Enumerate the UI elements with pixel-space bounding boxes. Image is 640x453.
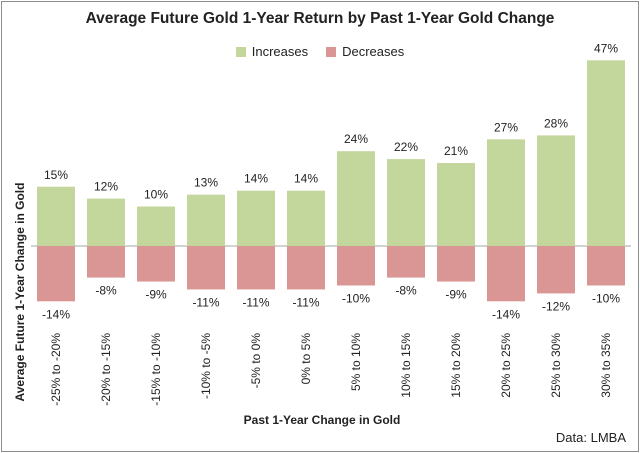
bar-decreases — [187, 246, 225, 290]
legend-swatch-increases — [235, 46, 246, 57]
data-label-increases: 10% — [144, 188, 168, 202]
x-tick-label: 10% to 15% — [399, 333, 413, 398]
bar-decreases — [287, 246, 325, 290]
bar-increases — [187, 194, 225, 246]
x-tick-label: -25% to -20% — [49, 333, 63, 406]
legend-item-increases: Increases — [235, 44, 309, 59]
chart-title: Average Future Gold 1-Year Return by Pas… — [85, 10, 555, 27]
bar-decreases — [437, 246, 475, 282]
bar-decreases — [587, 246, 625, 286]
data-label-increases: 13% — [194, 176, 218, 190]
data-label-decreases: -11% — [292, 295, 319, 309]
x-tick-label: 20% to 25% — [499, 333, 513, 398]
bar-decreases — [237, 246, 275, 290]
legend-label-decreases: Decreases — [342, 44, 405, 59]
bar-decreases — [387, 246, 425, 278]
data-label-decreases: -8% — [395, 284, 417, 298]
bar-increases — [537, 135, 575, 246]
bar-decreases — [337, 246, 375, 286]
data-label-increases: 21% — [444, 144, 468, 158]
data-label-decreases: -10% — [592, 292, 620, 306]
bar-increases — [87, 198, 125, 246]
legend-swatch-decreases — [326, 46, 337, 57]
x-tick-label: 25% to 30% — [549, 333, 563, 398]
bar-increases — [137, 206, 175, 246]
bar-decreases — [87, 246, 125, 278]
source-note: Data: LMBA — [555, 430, 626, 445]
data-label-decreases: -9% — [445, 288, 467, 302]
bar-increases — [237, 190, 275, 246]
data-label-increases: 14% — [244, 172, 268, 186]
data-label-decreases: -8% — [95, 284, 117, 298]
x-tick-label: 15% to 20% — [449, 333, 463, 398]
legend-label-increases: Increases — [251, 44, 309, 59]
x-tick-label: 5% to 10% — [349, 333, 363, 391]
legend: Increases Decreases — [2, 44, 638, 59]
bar-decreases — [537, 246, 575, 294]
bar-decreases — [487, 246, 525, 302]
x-axis-title: Past 1-Year Change in Gold — [243, 413, 401, 427]
data-label-decreases: -11% — [242, 295, 269, 309]
data-label-decreases: -10% — [342, 292, 370, 306]
bar-decreases — [137, 246, 175, 282]
data-label-decreases: -12% — [542, 299, 570, 313]
data-label-increases: 24% — [344, 132, 368, 146]
data-label-increases: 22% — [394, 140, 418, 154]
bar-increases — [487, 139, 525, 246]
x-tick-label: 30% to 35% — [599, 333, 613, 398]
bar-increases — [37, 186, 75, 246]
legend-item-decreases: Decreases — [326, 44, 404, 59]
data-label-increases: 28% — [544, 116, 568, 130]
data-label-increases: 15% — [44, 168, 68, 182]
data-label-increases: 47% — [594, 41, 618, 55]
bar-increases — [337, 151, 375, 246]
x-tick-label: -5% to 0% — [249, 333, 263, 389]
bar-increases — [587, 60, 625, 246]
data-label-decreases: -14% — [492, 307, 520, 321]
x-tick-label: -20% to -15% — [99, 333, 113, 406]
data-label-decreases: -14% — [42, 307, 70, 321]
bar-increases — [287, 190, 325, 246]
data-label-increases: 14% — [294, 172, 318, 186]
bar-decreases — [37, 246, 75, 302]
data-label-increases: 27% — [494, 120, 518, 134]
bar-increases — [387, 159, 425, 246]
x-tick-label: -15% to -10% — [149, 333, 163, 406]
data-label-decreases: -11% — [192, 295, 219, 309]
bar-increases — [437, 163, 475, 246]
x-tick-label: 0% to 5% — [299, 333, 313, 385]
x-tick-label: -10% to -5% — [199, 333, 213, 399]
data-label-increases: 12% — [94, 180, 118, 194]
data-label-decreases: -9% — [145, 288, 167, 302]
